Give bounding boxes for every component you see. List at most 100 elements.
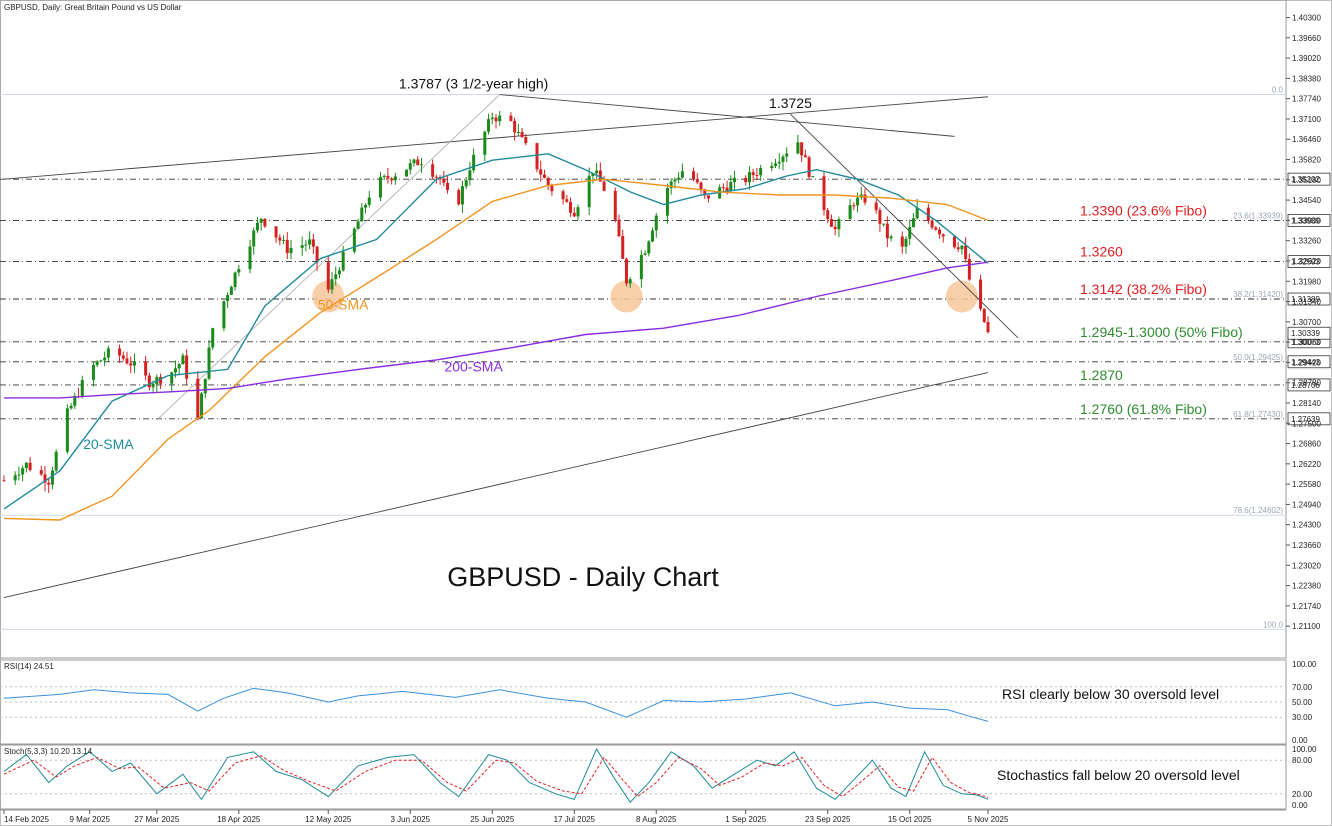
y-tick-label: 1.39660 xyxy=(1292,34,1321,43)
candle-body xyxy=(602,181,606,191)
candle-body xyxy=(770,165,774,169)
stoch-pane-frame xyxy=(0,744,1287,810)
candle-body xyxy=(364,204,368,208)
candle-body xyxy=(572,212,576,217)
candle-body xyxy=(457,190,461,205)
candle-body xyxy=(315,246,319,263)
y-tick-label: 1.32620 xyxy=(1292,257,1321,266)
candle-body xyxy=(986,322,990,333)
level-fib-label: 50.0(1.29425) xyxy=(1233,353,1283,362)
candle-body xyxy=(356,221,360,229)
candle-body xyxy=(28,462,32,471)
candle-body xyxy=(252,230,256,247)
y-tick-label: 1.21100 xyxy=(1292,622,1321,631)
candle-body xyxy=(703,189,707,196)
candle-body xyxy=(367,197,371,205)
candle-body xyxy=(24,462,28,469)
candle-body xyxy=(341,251,345,271)
candle-body xyxy=(520,131,524,138)
y-tick-label: 1.33260 xyxy=(1292,237,1321,246)
candle-body xyxy=(509,115,513,121)
candle-body xyxy=(569,201,573,213)
candle-body xyxy=(822,176,826,211)
trendline xyxy=(3,96,989,180)
candle-body xyxy=(39,470,43,475)
level-axis-label: 1.28706 xyxy=(1291,381,1320,390)
candle-body xyxy=(233,272,237,287)
chart-annotation: 50-SMA xyxy=(318,296,369,312)
candle-body xyxy=(334,274,338,280)
x-tick-label: 8 Aug 2025 xyxy=(636,815,677,824)
candle-body xyxy=(207,347,211,379)
candle-body xyxy=(721,187,725,189)
fib-levels: 0.0 78.6(1.24602) 100.0 xyxy=(0,86,1286,630)
candle-body xyxy=(673,179,677,182)
x-tick-label: 1 Sep 2025 xyxy=(725,815,766,824)
candle-body xyxy=(50,470,54,485)
candle-body xyxy=(285,239,289,254)
candle-body xyxy=(460,186,464,205)
rsi-tick-label: 100.00 xyxy=(1292,660,1317,669)
candle-body xyxy=(915,207,919,219)
candle-body xyxy=(434,176,438,178)
x-tick-label: 5 Nov 2025 xyxy=(968,815,1009,824)
candle-body xyxy=(125,358,129,364)
y-tick-label: 1.35180 xyxy=(1292,176,1321,185)
level-axis-box xyxy=(1287,412,1331,426)
candle-body xyxy=(248,246,252,270)
price-pane-frame xyxy=(0,0,1287,659)
candle-body xyxy=(695,179,699,183)
trendline xyxy=(3,372,989,599)
candle-body xyxy=(289,247,293,254)
candle-body xyxy=(300,245,304,248)
instrument-label: GBPUSD, Daily: Great Britain Pound vs US… xyxy=(4,3,182,12)
candle-body xyxy=(352,228,356,252)
candle-body xyxy=(680,171,684,178)
last-price-label: 1.30339 xyxy=(1291,329,1320,338)
stoch-pane: 100.00 80.00 20.00 0.00 Stoch(5,3,3) 10.20 … xyxy=(0,744,1317,810)
trendline xyxy=(499,94,955,137)
candle-body xyxy=(103,357,107,361)
y-tick-label: 1.39020 xyxy=(1292,54,1321,63)
candle-body xyxy=(878,210,882,224)
stoch-tick-label: 100.00 xyxy=(1292,745,1317,754)
y-tick-label: 1.30700 xyxy=(1292,318,1321,327)
candle-body xyxy=(561,191,565,200)
candle-body xyxy=(170,372,174,384)
candle-body xyxy=(106,348,110,358)
rsi-note: RSI clearly below 30 oversold level xyxy=(1002,686,1219,702)
stoch-k-line xyxy=(3,747,989,803)
candles xyxy=(2,110,990,494)
candle-body xyxy=(677,177,681,180)
candle-body xyxy=(542,174,546,178)
level-annotation: 1.3390 (23.6% Fibo) xyxy=(1080,202,1207,218)
rsi-label: RSI(14) 24.51 xyxy=(4,662,54,671)
level-axis-box xyxy=(1287,292,1331,306)
candle-body xyxy=(729,182,733,191)
level-fib-label: 61.8(1.27430) xyxy=(1233,410,1283,419)
candle-body xyxy=(725,187,729,191)
candle-body xyxy=(826,210,830,219)
level-fib-label: 38.2(1.31420) xyxy=(1233,290,1283,299)
candle-body xyxy=(431,164,435,177)
candle-body xyxy=(829,218,833,227)
candle-body xyxy=(405,169,409,177)
y-tick-label: 1.26860 xyxy=(1292,440,1321,449)
candle-body xyxy=(882,223,886,225)
y-tick-label: 1.27500 xyxy=(1292,419,1321,428)
candle-body xyxy=(80,379,84,397)
candle-body xyxy=(785,153,789,157)
fib-line-label: 0.0 xyxy=(1272,86,1284,95)
rsi-tick-label: 0.00 xyxy=(1292,736,1308,745)
candle-body xyxy=(550,185,554,192)
stoch-d-line xyxy=(3,755,989,799)
level-axis-label: 1.27639 xyxy=(1291,415,1320,424)
candle-body xyxy=(393,176,397,181)
candle-body xyxy=(278,237,282,241)
candle-body xyxy=(576,207,580,217)
candle-body xyxy=(587,176,591,208)
candle-body xyxy=(173,368,177,373)
candle-body xyxy=(259,218,263,223)
candle-body xyxy=(908,227,912,239)
stoch-series xyxy=(0,747,1286,803)
